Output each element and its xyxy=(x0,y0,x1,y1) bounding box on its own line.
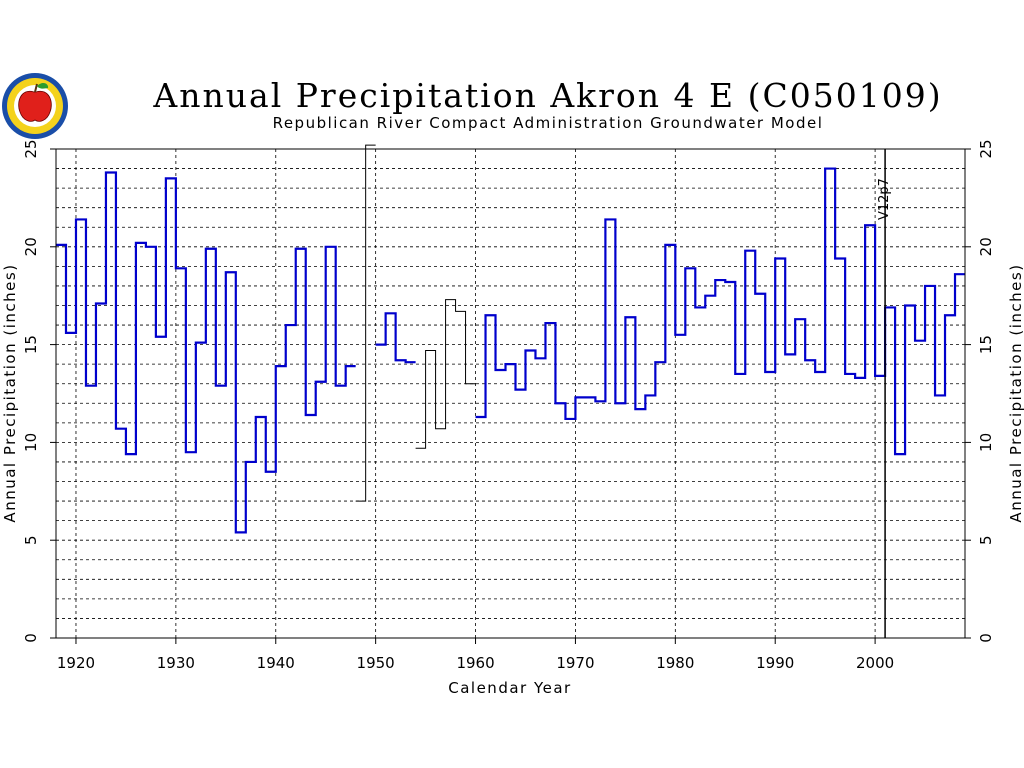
x-tick-label: 1960 xyxy=(456,654,494,672)
y-axis-label-right: Annual Precipitation (inches) xyxy=(1007,263,1024,522)
chart-title: Annual Precipitation Akron 4 E (C050109) xyxy=(152,76,942,115)
series-step-line-1 xyxy=(355,144,376,502)
y-tick-label-left: 15 xyxy=(22,335,40,354)
y-tick-label-left: 10 xyxy=(22,433,40,452)
x-tick-label: 1930 xyxy=(157,654,195,672)
y-tick-label-left: 5 xyxy=(22,535,40,545)
plot-series xyxy=(56,144,965,534)
marker-label: V12p7 xyxy=(877,178,892,220)
y-tick-label-right: 0 xyxy=(977,633,995,643)
x-tick-label: 1950 xyxy=(357,654,395,672)
chart-subtitle: Republican River Compact Administration … xyxy=(273,114,824,132)
y-tick-label-right: 20 xyxy=(977,237,995,256)
x-tick-label: 1980 xyxy=(656,654,694,672)
x-tick-label: 1970 xyxy=(556,654,594,672)
x-tick-label: 1990 xyxy=(756,654,794,672)
x-tick-label: 2000 xyxy=(856,654,894,672)
axis-ticks: 1920 1930 1940 1950 1960 1970 1980 1990 2000 0 0 5 5… xyxy=(22,139,995,672)
x-axis-label: Calendar Year xyxy=(448,679,571,697)
y-tick-label-right: 10 xyxy=(977,433,995,452)
y-tick-label-left: 0 xyxy=(22,633,40,643)
vertical-marker: V12p7 xyxy=(877,149,892,638)
y-axis-label-left: Annual Precipitation (inches) xyxy=(1,263,19,522)
series-step-line-2 xyxy=(375,312,416,364)
apple-logo xyxy=(2,73,68,139)
y-tick-label-right: 25 xyxy=(977,139,995,158)
y-tick-label-right: 15 xyxy=(977,335,995,354)
grid xyxy=(56,149,965,638)
plot-frame xyxy=(55,148,966,639)
x-tick-label: 1940 xyxy=(257,654,295,672)
series-step-line-0 xyxy=(56,171,356,534)
x-tick-label: 1920 xyxy=(57,654,95,672)
y-tick-label-left: 25 xyxy=(22,139,40,158)
y-tick-label-right: 5 xyxy=(977,535,995,545)
series-step-line-3 xyxy=(415,299,476,449)
y-tick-label-left: 20 xyxy=(22,237,40,256)
